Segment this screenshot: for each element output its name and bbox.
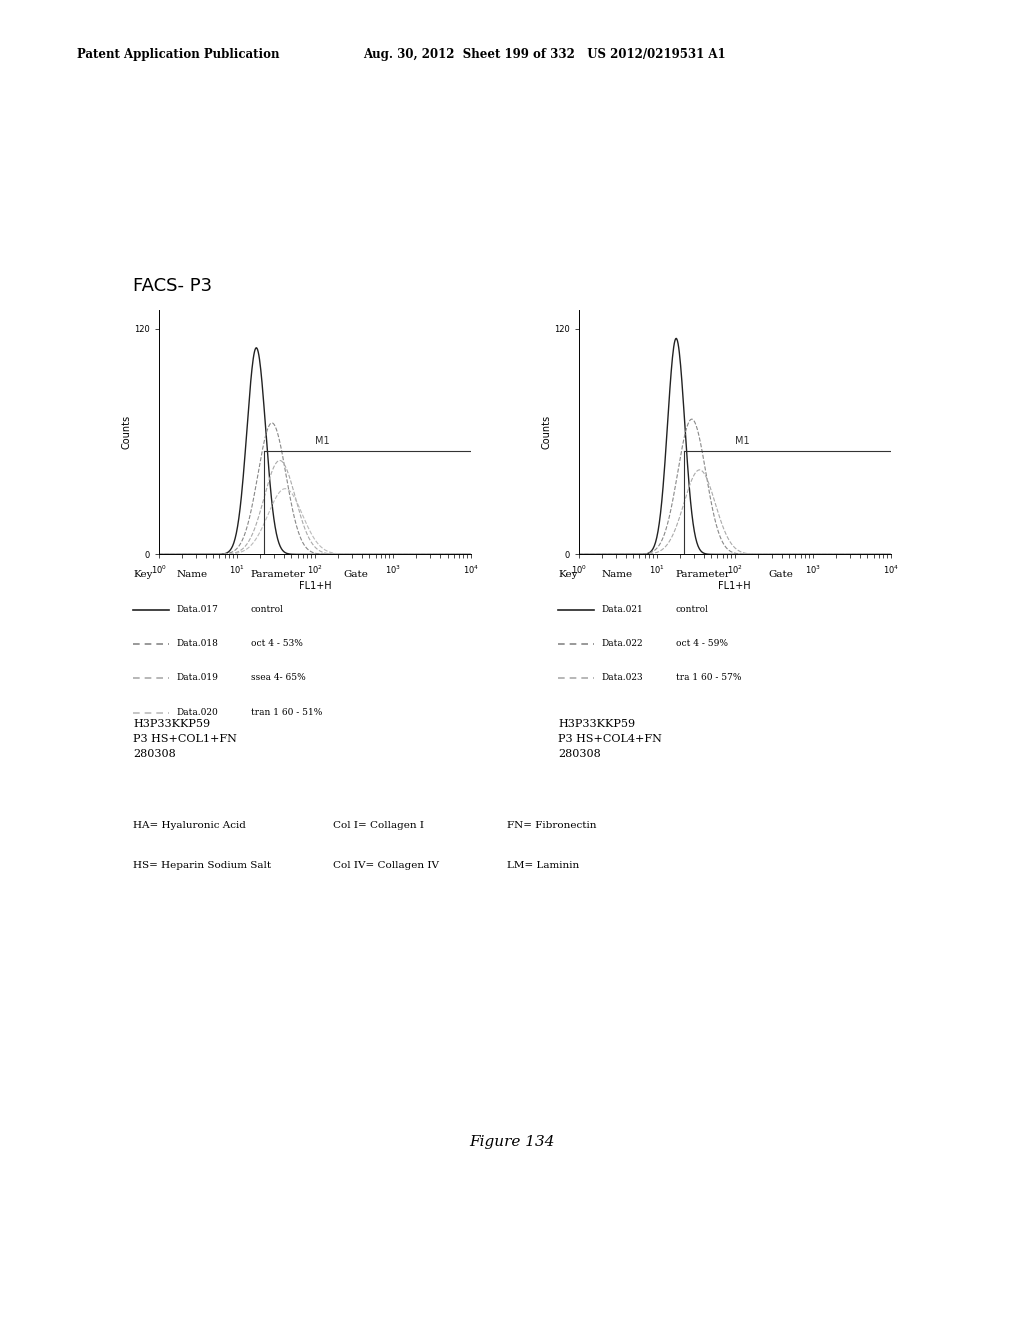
Text: Parameter: Parameter (251, 570, 306, 579)
Text: H3P33KKP59
P3 HS+COL4+FN
280308: H3P33KKP59 P3 HS+COL4+FN 280308 (558, 719, 662, 759)
Text: Patent Application Publication: Patent Application Publication (77, 48, 280, 61)
Text: M1: M1 (734, 436, 750, 446)
Text: H3P33KKP59
P3 HS+COL1+FN
280308: H3P33KKP59 P3 HS+COL1+FN 280308 (133, 719, 237, 759)
Text: M1: M1 (315, 436, 330, 446)
Text: Data.017: Data.017 (176, 605, 218, 614)
Text: Aug. 30, 2012  Sheet 199 of 332   US 2012/0219531 A1: Aug. 30, 2012 Sheet 199 of 332 US 2012/0… (364, 48, 726, 61)
X-axis label: FL1+H: FL1+H (299, 581, 331, 591)
Text: Name: Name (176, 570, 207, 579)
Text: Gate: Gate (768, 570, 793, 579)
Text: Data.021: Data.021 (601, 605, 643, 614)
Text: Data.019: Data.019 (176, 673, 218, 682)
Text: oct 4 - 53%: oct 4 - 53% (251, 639, 303, 648)
Text: Key: Key (558, 570, 578, 579)
Text: HS= Heparin Sodium Salt: HS= Heparin Sodium Salt (133, 861, 271, 870)
Text: ssea 4- 65%: ssea 4- 65% (251, 673, 305, 682)
Text: HA= Hyaluronic Acid: HA= Hyaluronic Acid (133, 821, 246, 830)
Text: Col I= Collagen I: Col I= Collagen I (333, 821, 424, 830)
Text: Name: Name (601, 570, 632, 579)
Text: tran 1 60 - 51%: tran 1 60 - 51% (251, 708, 323, 717)
Text: Figure 134: Figure 134 (469, 1135, 555, 1150)
Text: Col IV= Collagen IV: Col IV= Collagen IV (333, 861, 439, 870)
Text: Key: Key (133, 570, 153, 579)
Text: oct 4 - 59%: oct 4 - 59% (676, 639, 728, 648)
Text: LM= Laminin: LM= Laminin (507, 861, 580, 870)
Y-axis label: Counts: Counts (541, 416, 551, 449)
Text: control: control (676, 605, 709, 614)
Text: Parameter: Parameter (676, 570, 731, 579)
Text: Gate: Gate (343, 570, 368, 579)
Text: FACS- P3: FACS- P3 (133, 277, 212, 296)
Text: FN= Fibronectin: FN= Fibronectin (507, 821, 596, 830)
Text: Data.018: Data.018 (176, 639, 218, 648)
Text: Data.020: Data.020 (176, 708, 218, 717)
Text: control: control (251, 605, 284, 614)
Text: tra 1 60 - 57%: tra 1 60 - 57% (676, 673, 741, 682)
Text: Data.023: Data.023 (601, 673, 643, 682)
X-axis label: FL1+H: FL1+H (719, 581, 751, 591)
Text: Data.022: Data.022 (601, 639, 643, 648)
Y-axis label: Counts: Counts (121, 416, 131, 449)
